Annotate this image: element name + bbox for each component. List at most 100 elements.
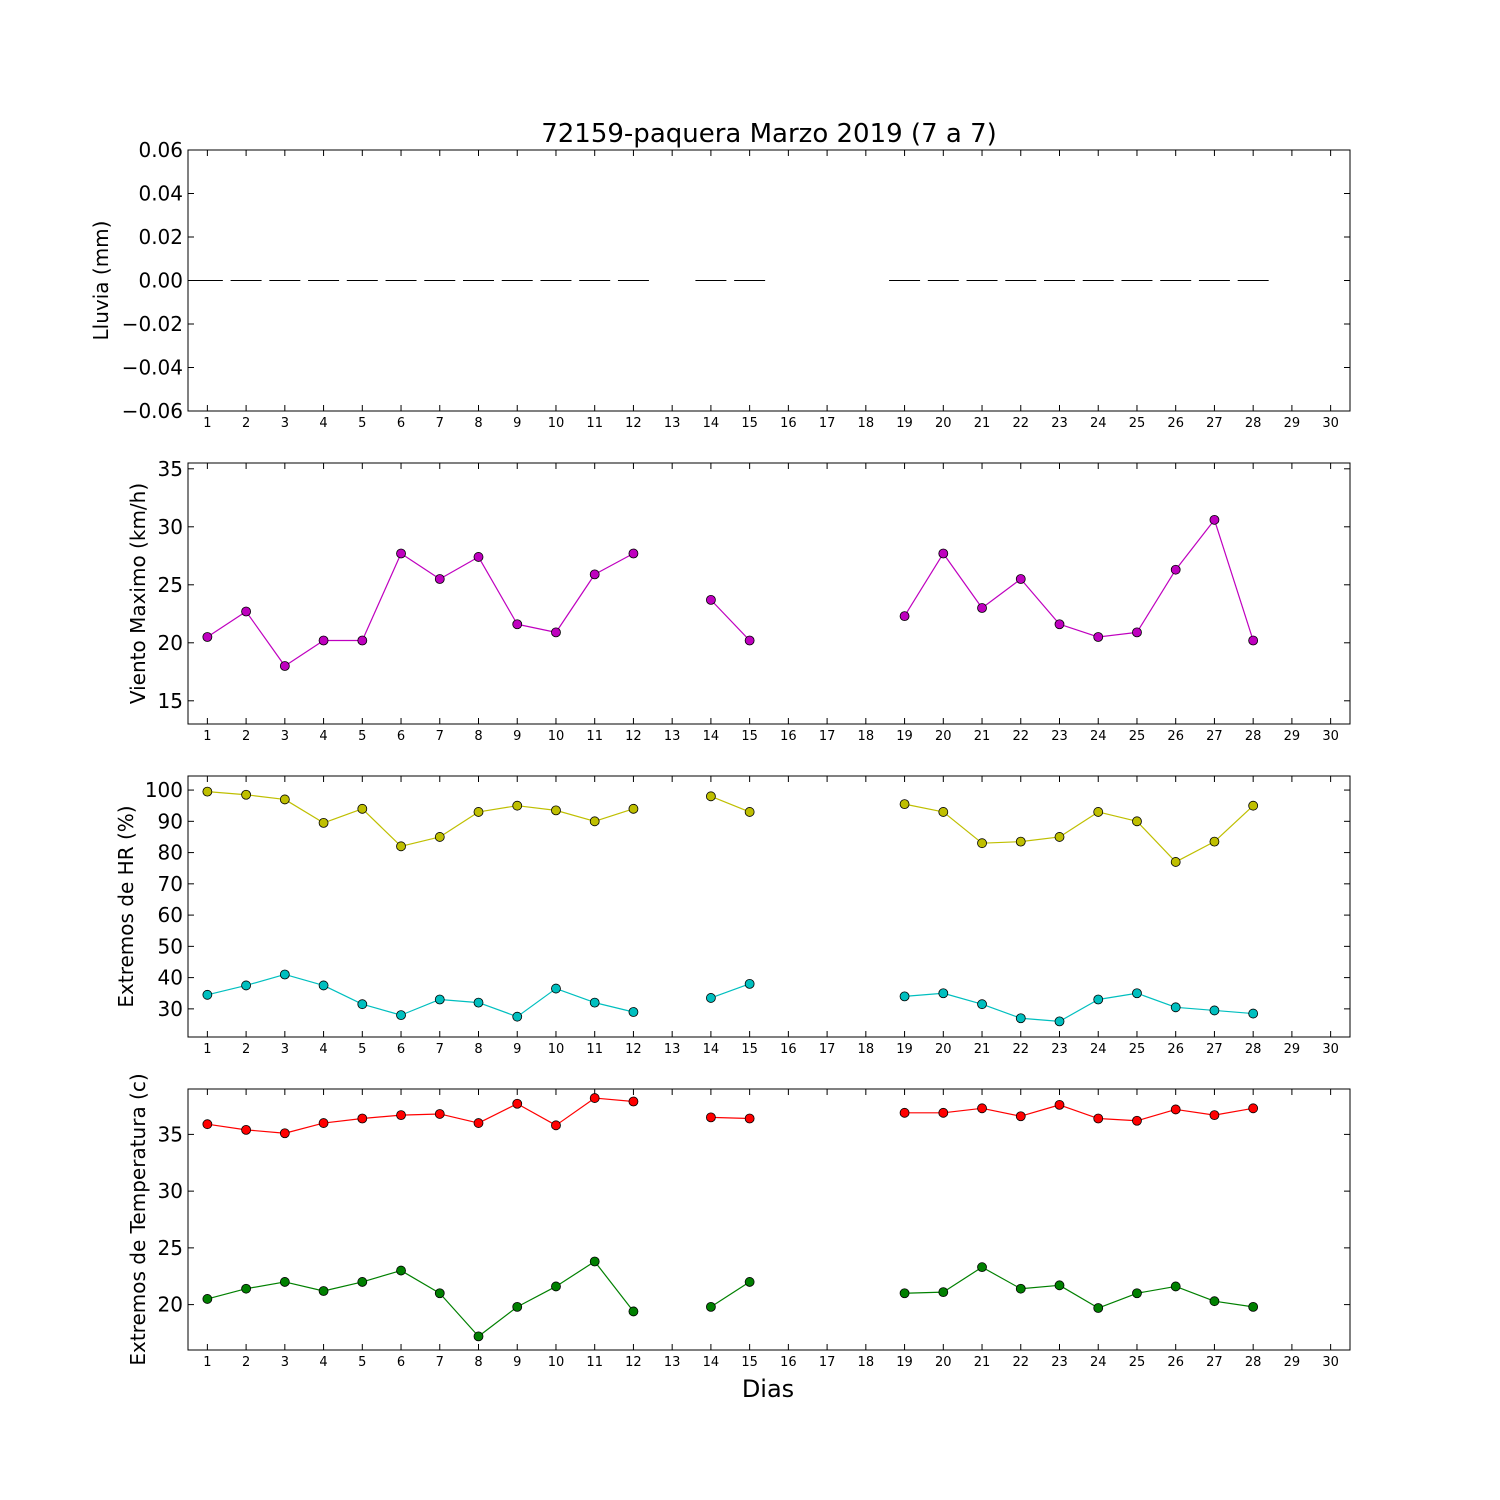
humidity-series-1-point <box>744 978 755 989</box>
wind-series-0-point <box>241 606 252 617</box>
wind-series-0-point <box>744 635 755 646</box>
humidity-series-1-point <box>473 997 484 1008</box>
humidity-series-0-point <box>512 800 523 811</box>
temperature-series-0-line <box>516 1103 557 1126</box>
wind-x-tick-label: 24 <box>1090 729 1107 744</box>
temperature-series-1-line <box>942 1266 983 1293</box>
humidity-series-0-point <box>744 807 755 817</box>
wind-x-tick-label: 19 <box>896 729 913 744</box>
wind-series-0-line <box>477 556 518 625</box>
temperature-x-tick-label: 7 <box>436 1355 444 1370</box>
temperature-x-tick-label: 26 <box>1167 1355 1184 1370</box>
wind-series-0-point <box>551 627 561 638</box>
temperature-series-1-line <box>207 1288 247 1300</box>
temperature-series-0-point <box>706 1112 716 1123</box>
wind-x-tick-label: 3 <box>281 729 289 744</box>
wind-series-0-line <box>361 553 402 641</box>
wind-x-tick-label: 12 <box>625 729 642 744</box>
humidity-x-tick-label: 22 <box>1012 1042 1029 1057</box>
humidity-x-tick-label: 28 <box>1245 1042 1262 1057</box>
wind-y-axis-label: Viento Maximo (km/h) <box>126 483 150 704</box>
rain-x-tick-label: 15 <box>741 416 758 431</box>
wind-series-0-point <box>589 569 600 580</box>
temperature-series-1-point <box>628 1306 639 1317</box>
wind-series-0-line <box>1136 569 1177 633</box>
rain-x-tick-label: 26 <box>1167 416 1184 431</box>
rain-x-tick-label: 28 <box>1245 416 1262 431</box>
temperature-series-1-point <box>1248 1301 1259 1312</box>
humidity-series-0-line <box>594 808 634 822</box>
temperature-series-1-line <box>1214 1300 1254 1308</box>
temperature-series-0-line <box>943 1107 983 1114</box>
temperature-x-tick-label: 23 <box>1051 1355 1068 1370</box>
humidity-x-tick-label: 4 <box>319 1042 327 1057</box>
temperature-x-tick-label: 12 <box>625 1355 642 1370</box>
temperature-x-tick-label: 14 <box>703 1355 720 1370</box>
temperature-series-0-line <box>1136 1108 1176 1122</box>
humidity-series-0-point <box>1132 816 1142 827</box>
humidity-series-0-line <box>1136 820 1177 863</box>
wind-x-tick-label: 6 <box>397 729 405 744</box>
humidity-x-tick-label: 21 <box>974 1042 991 1057</box>
wind-series-0-point <box>1093 632 1104 642</box>
humidity-y-tick-label: 30 <box>158 997 183 1021</box>
humidity-series-1-point <box>977 999 987 1010</box>
temperature-series-1-point <box>1093 1303 1104 1313</box>
wind-series-0-point <box>1015 574 1026 584</box>
rain-x-tick-label: 3 <box>281 416 289 431</box>
humidity-series-1-line <box>943 992 983 1005</box>
humidity-series-0-line <box>555 809 595 822</box>
temperature-series-1-line <box>400 1270 441 1294</box>
wind-x-tick-label: 15 <box>741 729 758 744</box>
wind-y-tick-label: 20 <box>158 631 183 655</box>
rain-y-tick-label: −0.02 <box>122 312 183 336</box>
wind-series-0-line <box>1213 519 1254 641</box>
wind-x-tick-label: 29 <box>1284 729 1301 744</box>
wind-series-0-line <box>594 552 634 575</box>
temperature-series-1-point <box>512 1301 523 1312</box>
rain-x-tick-label: 17 <box>819 416 836 431</box>
temperature-series-1-point <box>202 1294 213 1304</box>
humidity-series-0-line <box>942 811 983 844</box>
temperature-y-tick-label: 30 <box>158 1179 183 1203</box>
wind-series-0-line <box>207 610 247 638</box>
humidity-series-1-line <box>981 1003 1021 1019</box>
temperature-y-tick-label: 20 <box>158 1293 183 1317</box>
humidity-series-1-point <box>551 983 561 994</box>
humidity-series-1-line <box>400 998 440 1016</box>
humidity-series-1-point <box>357 999 368 1010</box>
humidity-series-0-point <box>241 789 252 800</box>
humidity-y-axis-label: Extremos de HR (%) <box>114 805 138 1007</box>
temperature-series-1-point <box>279 1277 290 1287</box>
humidity-series-0-point <box>938 807 949 817</box>
humidity-series-1-point <box>628 1007 639 1017</box>
wind-series-0-line <box>555 574 596 633</box>
humidity-series-1-point <box>396 1010 406 1021</box>
rain-x-tick-label: 9 <box>513 416 521 431</box>
temperature-series-0-line <box>478 1103 518 1124</box>
humidity-x-tick-label: 1 <box>203 1042 211 1057</box>
temperature-x-tick-label: 6 <box>397 1355 405 1370</box>
humidity-x-tick-label: 13 <box>664 1042 681 1057</box>
temperature-series-0-line <box>1175 1108 1215 1116</box>
wind-y-tick-label: 15 <box>158 689 183 713</box>
humidity-series-0-line <box>284 798 324 824</box>
wind-series-0-point <box>434 574 445 584</box>
temperature-series-1-point <box>977 1262 987 1273</box>
wind-y-tick-label: 35 <box>158 457 183 481</box>
temperature-x-tick-label: 20 <box>935 1355 952 1370</box>
humidity-series-1-point <box>241 980 252 991</box>
humidity-series-0-line <box>904 803 944 813</box>
temperature-series-1-line <box>478 1306 518 1337</box>
humidity-series-0-line <box>517 805 557 811</box>
temperature-series-0-line <box>1214 1107 1254 1116</box>
wind-x-tick-label: 5 <box>358 729 366 744</box>
humidity-series-0-line <box>323 808 363 824</box>
wind-y-tick-label: 25 <box>158 573 183 597</box>
rain-x-tick-label: 6 <box>397 416 405 431</box>
humidity-x-tick-label: 17 <box>819 1042 836 1057</box>
temperature-x-tick-label: 24 <box>1090 1355 1107 1370</box>
rain-x-tick-label: 11 <box>586 416 603 431</box>
temperature-series-0-point <box>1209 1110 1220 1120</box>
humidity-series-0-point <box>357 803 368 814</box>
